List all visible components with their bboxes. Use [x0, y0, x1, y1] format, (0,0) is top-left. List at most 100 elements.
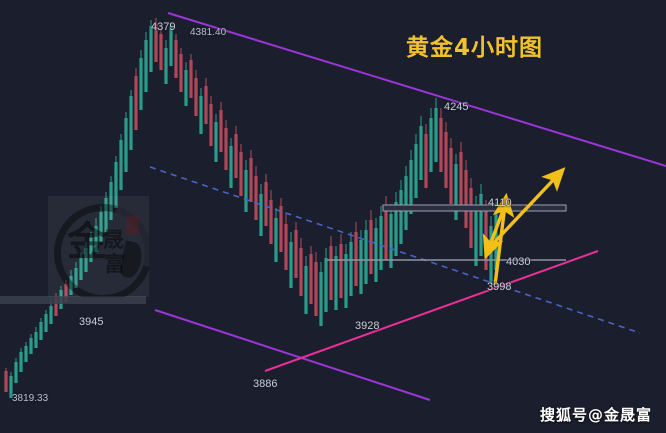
candle-body [29, 338, 33, 354]
candle-body [79, 258, 83, 280]
candle-body [239, 152, 243, 196]
candle-body [399, 190, 403, 244]
price-label-low-3945: 3945 [79, 316, 104, 328]
candle-body [379, 216, 383, 270]
candle-body [199, 96, 203, 134]
candle-body [454, 164, 458, 220]
candle-body [444, 132, 448, 188]
rising-support-pink [264, 250, 599, 372]
candle-body [229, 146, 233, 188]
candle-body [184, 70, 188, 106]
candle-body [424, 134, 428, 188]
price-level-overlays [0, 204, 567, 304]
candle-body [264, 182, 268, 226]
candle-body [474, 206, 478, 266]
candle-body [119, 140, 123, 190]
candle-body [154, 24, 158, 62]
candle-body [419, 126, 423, 180]
candle-body [404, 176, 408, 230]
candle-body [284, 224, 288, 270]
candle-body [94, 226, 98, 252]
candle-body [194, 78, 198, 116]
candle-body [469, 188, 473, 248]
candle-body [209, 104, 213, 146]
candle-body [314, 262, 318, 316]
candle-body [234, 134, 238, 178]
candle-body [434, 108, 438, 162]
candle-body [354, 232, 358, 286]
brand-watermark-text: 搜狐号@金晟富 [539, 406, 652, 424]
candle-body [174, 40, 178, 78]
candle-body [19, 352, 23, 372]
candle-body [459, 152, 463, 208]
price-label-low-3886: 3886 [253, 378, 278, 390]
candle-body [134, 76, 138, 130]
price-label-low-3928: 3928 [355, 320, 380, 332]
price-label-low-3998: 3998 [487, 281, 512, 293]
forecast-arrow-path [482, 167, 566, 286]
candle-body [149, 26, 153, 72]
candle-body [4, 371, 8, 392]
candle-body [114, 162, 118, 208]
candle-body [294, 230, 298, 278]
mid-channel-blue [149, 166, 641, 334]
candle-body [409, 160, 413, 214]
trendline-overlays [149, 12, 666, 401]
candle-body [384, 206, 388, 260]
candle-body [169, 26, 173, 66]
price-label-high-4379: 4379 [151, 21, 176, 33]
candle-body [69, 276, 73, 295]
candle-body [269, 200, 273, 244]
candle-body [189, 60, 193, 98]
candle-body [429, 118, 433, 172]
candle-body [304, 266, 308, 314]
candle-body [39, 322, 43, 340]
candle-body [84, 248, 88, 272]
candle-body [254, 176, 258, 220]
candle-body [9, 376, 13, 398]
candle-body [99, 212, 103, 242]
chart-title: 黄金4小时图 [406, 35, 544, 61]
range-band-3945 [0, 296, 146, 304]
candle-body [489, 226, 493, 284]
candle-body [179, 54, 183, 92]
candle-body [299, 248, 303, 296]
candle-body [289, 242, 293, 288]
price-label-support-4030: 4030 [506, 256, 531, 268]
candle-body [274, 218, 278, 262]
candle-body [329, 246, 333, 300]
candle-body [309, 254, 313, 304]
candle-body [464, 170, 468, 228]
candle-body [244, 170, 248, 212]
candle-body [109, 182, 113, 220]
candle-body [164, 48, 168, 84]
upper-channel-purple [167, 12, 666, 167]
price-label-low-3819-33: 3819.33 [12, 393, 49, 404]
candle-body [394, 202, 398, 256]
candle-body [139, 58, 143, 110]
candle-body [359, 240, 363, 294]
candle-body [259, 194, 263, 236]
candle-body [89, 238, 93, 262]
candle-body [144, 40, 148, 92]
candle-body [204, 86, 208, 124]
candle-body [439, 118, 443, 172]
candle-body [339, 244, 343, 298]
resistance-band-4110 [382, 204, 567, 212]
candle-body [74, 268, 78, 288]
candle-body [104, 198, 108, 232]
candle-body [249, 158, 253, 202]
candle-body [64, 284, 68, 302]
forecast-arrow-segment [487, 167, 566, 250]
candle-body [369, 220, 373, 274]
candle-body [484, 210, 488, 270]
candle-body [14, 362, 18, 383]
candle-body [364, 230, 368, 284]
forecast-arrow-segment [482, 204, 507, 260]
candle-body [24, 346, 28, 362]
candle-body [214, 122, 218, 162]
candle-body [319, 272, 323, 326]
candle-body [54, 298, 58, 316]
